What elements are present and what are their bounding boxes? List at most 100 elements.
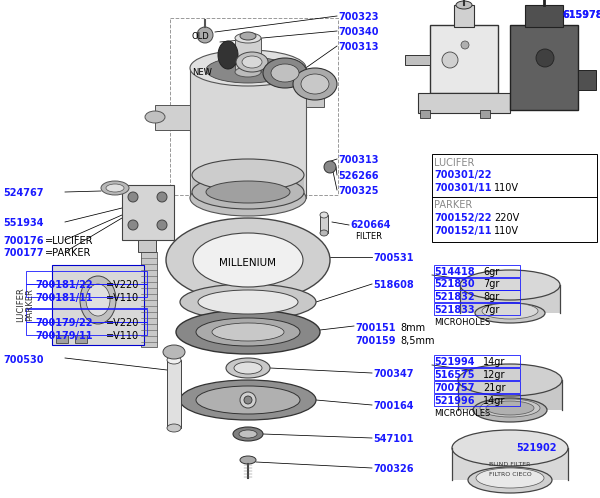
Text: 518608: 518608 (373, 280, 414, 290)
Bar (434, 394, 520, 406)
Bar (430, 25, 498, 93)
Circle shape (324, 161, 336, 173)
Ellipse shape (233, 427, 263, 441)
Text: =V220: =V220 (106, 318, 139, 328)
Bar (75, 335, 87, 343)
Text: 516575: 516575 (434, 370, 475, 380)
Ellipse shape (163, 345, 185, 359)
Bar (525, 5, 563, 27)
Text: LUCIFER: LUCIFER (434, 158, 475, 168)
Circle shape (461, 41, 469, 49)
Bar (52, 265, 144, 345)
Circle shape (197, 27, 213, 43)
Ellipse shape (218, 41, 238, 69)
Ellipse shape (235, 33, 261, 43)
Text: FILTRO CIECO: FILTRO CIECO (488, 472, 532, 477)
Bar (434, 303, 520, 315)
Text: 700301/22: 700301/22 (434, 170, 491, 180)
Text: 620664: 620664 (350, 220, 391, 230)
Text: 700176: 700176 (3, 236, 44, 246)
Ellipse shape (263, 58, 307, 88)
Text: 521994: 521994 (434, 357, 475, 367)
Text: 521832: 521832 (434, 292, 475, 302)
Ellipse shape (460, 270, 560, 300)
Text: 220V: 220V (494, 213, 519, 223)
Ellipse shape (196, 386, 300, 414)
Text: 700164: 700164 (373, 401, 413, 411)
Ellipse shape (198, 290, 298, 314)
Ellipse shape (301, 74, 329, 94)
Bar (480, 110, 490, 118)
Bar (460, 285, 560, 313)
Bar (141, 252, 157, 347)
Text: =PARKER: =PARKER (45, 248, 91, 258)
Text: 700181/22: 700181/22 (35, 280, 92, 290)
Text: 8,5mm: 8,5mm (400, 336, 434, 346)
Circle shape (442, 52, 458, 68)
Circle shape (128, 192, 138, 202)
Bar (26, 322, 147, 335)
Text: 547101: 547101 (373, 434, 413, 444)
Bar (434, 290, 520, 302)
Ellipse shape (235, 67, 261, 77)
Ellipse shape (234, 362, 262, 374)
Ellipse shape (236, 52, 268, 72)
Text: 6gr: 6gr (483, 267, 499, 277)
Text: 521902: 521902 (516, 443, 557, 453)
Ellipse shape (101, 181, 129, 195)
Text: 700152/22: 700152/22 (434, 213, 491, 223)
Text: PARKER: PARKER (434, 200, 472, 210)
Bar (510, 25, 578, 110)
Text: PARKER: PARKER (25, 288, 34, 321)
Text: 514418: 514418 (434, 267, 475, 277)
Bar (418, 93, 510, 113)
Text: BLIND FILTER: BLIND FILTER (490, 462, 530, 467)
Ellipse shape (190, 180, 306, 216)
Text: MICROHOLES: MICROHOLES (434, 318, 490, 327)
Text: 700325: 700325 (338, 186, 379, 196)
Ellipse shape (242, 56, 262, 68)
Text: 700313: 700313 (338, 155, 379, 165)
Text: 700347: 700347 (373, 369, 413, 379)
Bar (170, 18, 338, 195)
Text: 521830: 521830 (434, 279, 475, 289)
Circle shape (128, 220, 138, 230)
Text: =LUCIFER: =LUCIFER (45, 236, 94, 246)
Text: 700181/11: 700181/11 (35, 293, 92, 303)
Bar (190, 68, 306, 198)
Text: 700531: 700531 (373, 253, 413, 263)
Ellipse shape (180, 380, 316, 420)
Bar (434, 381, 520, 393)
Text: =V110: =V110 (106, 293, 139, 303)
Text: 700530: 700530 (3, 355, 44, 365)
Bar (192, 175, 304, 195)
Ellipse shape (226, 358, 270, 378)
Circle shape (244, 396, 252, 404)
Text: 21gr: 21gr (483, 383, 505, 393)
Text: OLD: OLD (192, 32, 210, 41)
Bar (458, 380, 562, 410)
Ellipse shape (320, 212, 328, 218)
Bar (306, 93, 324, 107)
Ellipse shape (458, 364, 562, 396)
Ellipse shape (468, 467, 552, 493)
Bar (167, 360, 181, 428)
Ellipse shape (212, 323, 284, 341)
Text: LUCIFER: LUCIFER (16, 288, 25, 322)
Circle shape (536, 49, 554, 67)
Bar (26, 309, 147, 322)
Bar (235, 38, 261, 72)
Text: 700340: 700340 (338, 27, 379, 37)
Bar (320, 215, 328, 233)
Bar (141, 252, 157, 347)
Ellipse shape (167, 424, 181, 432)
Bar (420, 110, 430, 118)
Text: 551934: 551934 (3, 218, 44, 228)
Ellipse shape (192, 159, 304, 191)
Text: 700152/11: 700152/11 (434, 226, 491, 236)
Text: 700323: 700323 (338, 12, 379, 22)
Ellipse shape (145, 111, 165, 123)
Ellipse shape (320, 230, 328, 236)
Ellipse shape (271, 64, 299, 82)
Bar (432, 154, 597, 242)
